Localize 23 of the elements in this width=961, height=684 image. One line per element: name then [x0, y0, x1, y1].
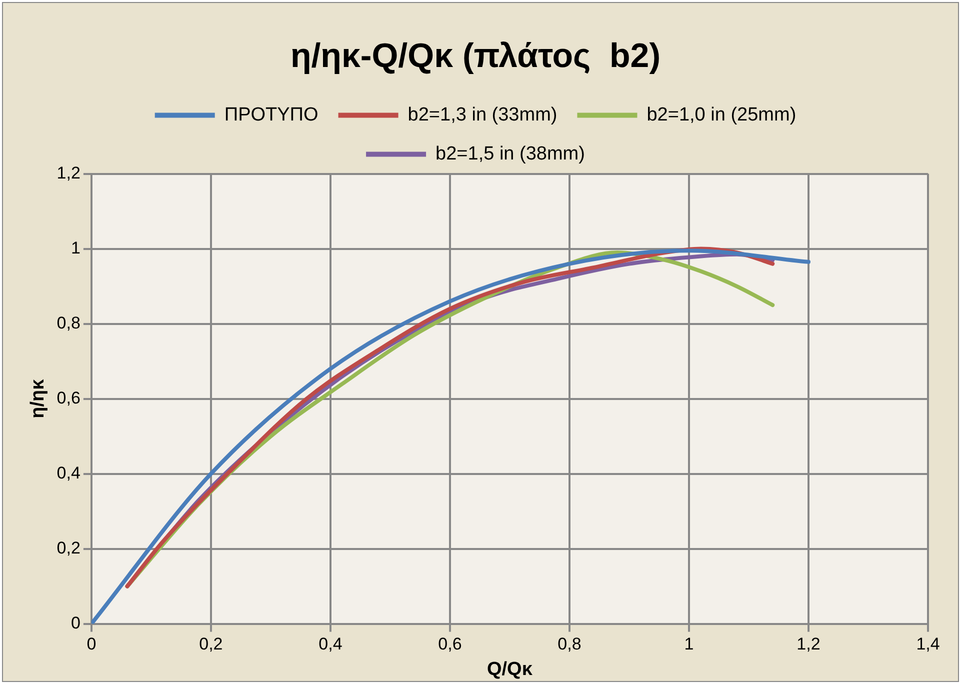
- y-tick-label: 0,6: [56, 388, 80, 408]
- x-tick-label: 0,8: [558, 634, 582, 654]
- legend-label: b2=1,3 in (33mm): [408, 104, 558, 126]
- y-tick-label: 1,2: [56, 163, 80, 182]
- x-tick-label: 0: [86, 634, 96, 654]
- legend-label: b2=1,0 in (25mm): [646, 104, 796, 126]
- y-tick-label: 0,4: [56, 463, 80, 482]
- x-tick-label: 0,2: [199, 634, 223, 654]
- chart-title: η/ηκ-Q/Qκ (πλάτος b2): [290, 36, 661, 75]
- x-tick-label: 0,6: [438, 634, 462, 654]
- line-series: [91, 248, 810, 624]
- x-tick-label: 0,4: [318, 634, 342, 654]
- y-tick-label: 0,2: [56, 538, 80, 558]
- x-axis-title: Q/Qκ: [486, 658, 533, 680]
- y-tick-label: 0: [70, 613, 80, 632]
- x-tick-label: 1,4: [916, 634, 940, 654]
- y-tick-label: 0,8: [56, 313, 80, 332]
- x-tick-label: 1: [684, 634, 694, 654]
- x-tick-label: 1,2: [796, 634, 820, 654]
- legend-label: ΠΡΟΤΥΠΟ: [224, 104, 318, 126]
- y-tick-label: 1: [70, 238, 80, 258]
- legend-label: b2=1,5 in (38mm): [436, 144, 585, 165]
- y-axis-title: η/ηκ: [28, 378, 49, 418]
